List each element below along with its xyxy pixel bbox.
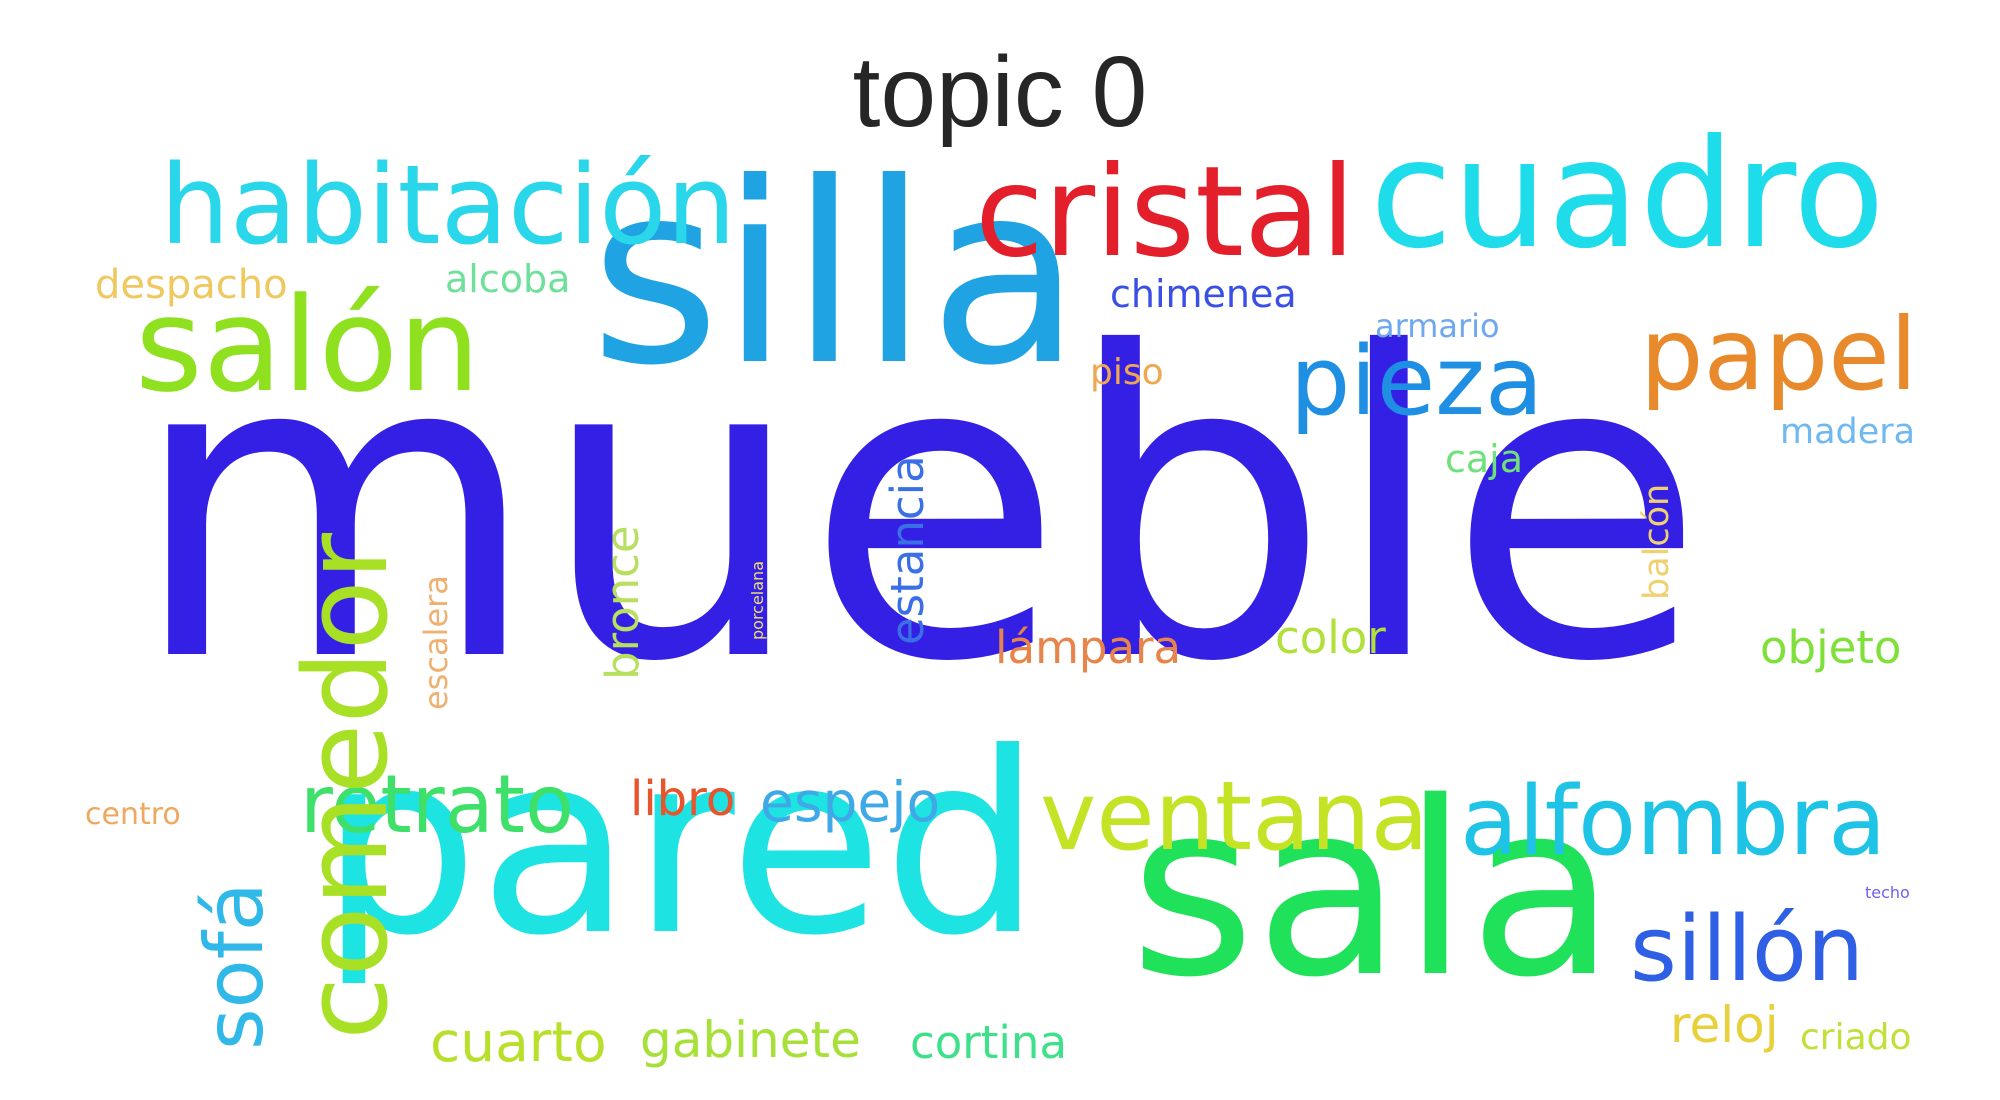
word-espejo: espejo: [760, 770, 941, 834]
word-estancia: estancia: [881, 455, 934, 645]
word-centro: centro: [85, 797, 181, 832]
word-comedor: comedor: [280, 533, 414, 1040]
word-techo: techo: [1865, 883, 1910, 902]
word-escalera: escalera: [417, 575, 455, 710]
word-cortina: cortina: [910, 1016, 1068, 1069]
word-pieza: pieza: [1290, 327, 1544, 437]
word-cristal: cristal: [975, 140, 1356, 285]
word-libro: libro: [630, 771, 736, 827]
word-lampara: lámpara: [995, 621, 1182, 674]
word-piso: piso: [1090, 352, 1164, 393]
word-silla: silla: [590, 129, 1082, 420]
word-sillon: sillón: [1630, 897, 1865, 1002]
word-criado: criado: [1800, 1017, 1912, 1058]
word-papel: papel: [1640, 296, 1918, 413]
word-armario: armario: [1375, 307, 1500, 345]
word-balcon: balcón: [1637, 483, 1677, 600]
word-gabinete: gabinete: [640, 1011, 861, 1069]
word-habitacion: habitación: [160, 141, 737, 269]
word-cuarto: cuarto: [430, 1010, 607, 1074]
word-reloj: reloj: [1670, 996, 1779, 1054]
word-objeto: objeto: [1760, 621, 1902, 674]
word-bronce: bronce: [596, 525, 649, 680]
word-chimenea: chimenea: [1110, 272, 1297, 316]
word-madera: madera: [1780, 412, 1916, 452]
word-alfombra: alfombra: [1460, 767, 1887, 877]
word-mueble: mueble: [130, 265, 1706, 754]
topic-title: topic 0: [852, 36, 1148, 148]
word-color: color: [1275, 611, 1386, 664]
word-alcoba: alcoba: [445, 257, 571, 301]
word-caja: caja: [1445, 437, 1524, 481]
word-retrato: retrato: [300, 758, 574, 851]
word-despacho: despacho: [95, 262, 288, 308]
word-salon: salón: [135, 269, 481, 421]
word-porcelana: porcelana: [748, 560, 767, 640]
word-sofa: sofá: [188, 882, 281, 1050]
word-cuadro: cuadro: [1370, 108, 1885, 282]
word-sala: sala: [1130, 750, 1616, 1030]
word-pared: pared: [320, 699, 1042, 990]
word-ventana: ventana: [1040, 762, 1429, 872]
